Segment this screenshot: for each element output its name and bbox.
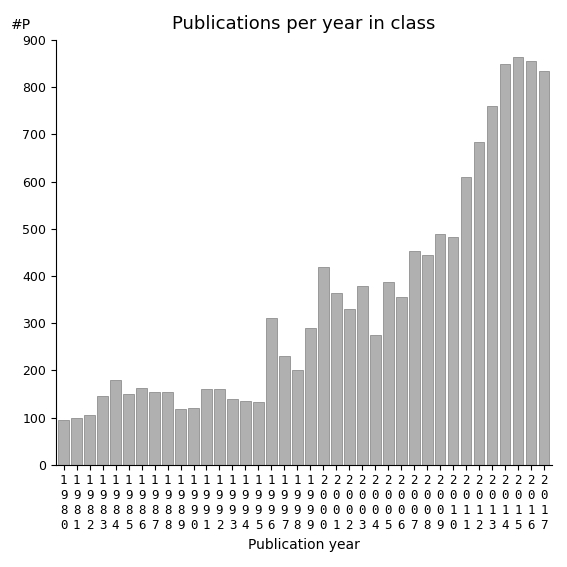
Bar <box>162 392 173 465</box>
Bar <box>149 392 160 465</box>
Title: Publications per year in class: Publications per year in class <box>172 15 435 33</box>
Bar <box>513 57 523 465</box>
Bar <box>98 396 108 465</box>
Bar <box>124 394 134 465</box>
Bar <box>474 142 484 465</box>
Bar <box>84 415 95 465</box>
Bar <box>292 370 303 465</box>
Bar <box>448 237 459 465</box>
Bar <box>487 106 497 465</box>
X-axis label: Publication year: Publication year <box>248 538 360 552</box>
Bar <box>435 235 446 465</box>
Bar <box>71 417 82 465</box>
Bar <box>539 71 549 465</box>
Bar <box>305 328 316 465</box>
Bar <box>188 408 198 465</box>
Bar <box>409 252 420 465</box>
Bar <box>383 282 393 465</box>
Bar <box>201 389 211 465</box>
Bar <box>253 403 264 465</box>
Bar <box>136 388 147 465</box>
Y-axis label: #P: #P <box>11 18 31 32</box>
Bar <box>318 266 329 465</box>
Bar <box>370 335 380 465</box>
Bar <box>266 319 277 465</box>
Bar <box>58 420 69 465</box>
Bar <box>461 177 472 465</box>
Bar <box>500 64 510 465</box>
Bar <box>331 293 341 465</box>
Bar <box>396 297 407 465</box>
Bar <box>279 356 290 465</box>
Bar <box>357 286 367 465</box>
Bar <box>111 380 121 465</box>
Bar <box>240 401 251 465</box>
Bar <box>175 409 186 465</box>
Bar <box>526 61 536 465</box>
Bar <box>227 399 238 465</box>
Bar <box>214 389 225 465</box>
Bar <box>344 309 354 465</box>
Bar <box>422 255 433 465</box>
